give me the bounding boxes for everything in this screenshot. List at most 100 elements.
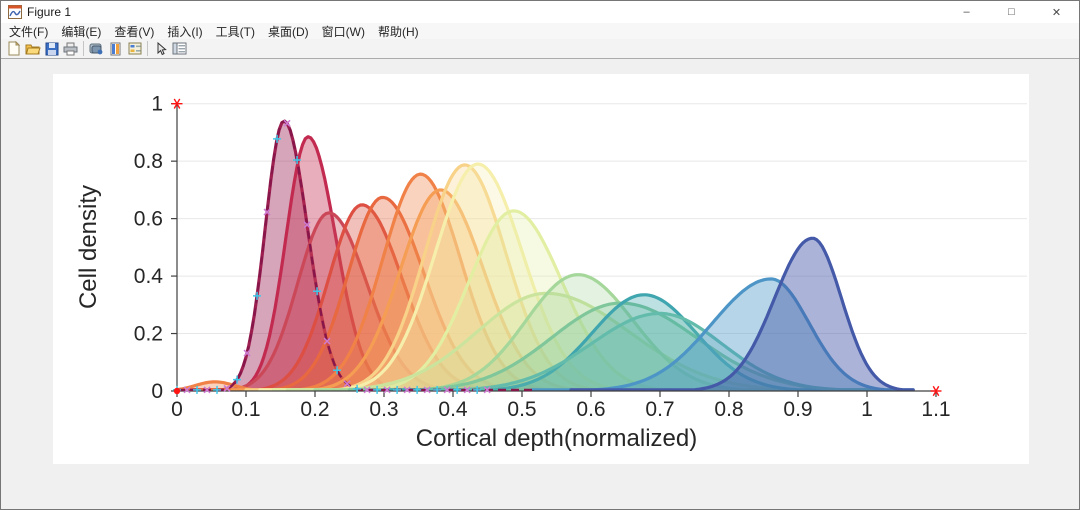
insert-colorbar-icon[interactable] [106,40,125,57]
print-figure-icon[interactable] [61,40,80,57]
link-plot-icon[interactable] [87,40,106,57]
curve-11-line [285,291,800,392]
y-axis-label: Cell density [75,185,102,309]
y-tick-label: 1 [151,93,163,116]
curve-10-fill [273,210,743,391]
plus-marker [373,385,382,394]
curve-16-fill [532,279,916,391]
close-button[interactable]: ✕ [1051,6,1062,19]
figure-canvas: 0 0.1 0.2 0.3 0.4 0.5 0.6 0.7 0.8 0.9 1 1.1 0 0.2 0.4 0… [1,59,1079,509]
menu-desktop[interactable]: 桌面(D) [267,24,309,39]
x-axis-label: Cortical depth(normalized) [416,425,697,452]
curve-4-fill [197,204,591,391]
plus-marker [333,366,342,375]
x-tick-label: 1 [861,398,873,421]
x-tick-label: 0.8 [714,398,743,421]
curve-6-fill [177,174,626,391]
x-tick-label: 0.1 [231,398,260,421]
maximize-button[interactable]: □ [1008,6,1015,18]
menu-file[interactable]: 文件(F) [9,24,49,39]
asterisk-marker [173,98,181,109]
curve-7-fill [232,190,647,391]
plus-marker [233,375,242,384]
plus-marker [413,385,422,394]
cross-marker [343,380,351,388]
property-inspector-icon[interactable] [170,40,189,57]
menu-window[interactable]: 窗口(W) [321,24,365,39]
toolbar-separator [83,41,84,56]
cross-marker [263,208,271,216]
cross-marker [283,119,291,127]
curve-17-line [569,236,915,392]
title-bar[interactable]: Figure 1 – □ ✕ [1,1,1079,23]
curve-8-fill [246,164,674,391]
open-file-icon[interactable] [23,40,42,57]
menu-bar: 文件(F) 编辑(E) 查看(V) 插入(I) 工具(T) 桌面(D) 窗口(W… [1,23,1079,39]
save-figure-icon[interactable] [42,40,61,57]
curve-17-fill [571,238,916,391]
x-tick-label: 0.5 [507,398,536,421]
insert-legend-icon[interactable] [125,40,144,57]
x-tick-label: 0.6 [576,398,605,421]
y-tick-label: 0 [151,380,163,403]
cross-marker [463,386,471,394]
cross-marker [383,386,391,394]
figure-toolbar [1,39,1079,59]
cross-marker [483,386,491,394]
menu-edit[interactable]: 编辑(E) [61,24,102,39]
plus-marker [353,384,362,393]
cross-marker [403,386,411,394]
cross-marker [443,386,451,394]
minimize-button[interactable]: – [963,6,970,18]
new-figure-icon[interactable] [4,40,23,57]
menu-help[interactable]: 帮助(H) [377,24,419,39]
y-tick-label: 0.2 [134,323,163,346]
x-tick-label: 0.4 [438,398,468,421]
cross-marker [423,386,431,394]
curve-12-fill [315,274,833,391]
x-tick-label: 0.2 [300,398,329,421]
x-tick-label: 1.1 [921,398,950,421]
toolbar-separator [147,41,148,56]
edit-plot-icon[interactable] [151,40,170,57]
plus-marker [213,385,222,394]
plus-marker [393,385,402,394]
origin-dot-marker [173,387,181,395]
cross-marker [223,384,231,392]
curve-15-fill [418,313,902,391]
curve-5-fill [204,197,605,391]
x-tick-label: 0.3 [369,398,398,421]
plus-marker [453,385,462,394]
matlab-figure-icon [8,5,22,19]
cross-marker [203,386,211,394]
plus-marker [193,385,202,394]
y-tick-label: 0.6 [134,208,163,231]
curve-3-fill [190,212,578,391]
curve-15-line [416,311,904,392]
menu-insert[interactable]: 插入(I) [167,24,203,39]
curve-9-fill [259,164,716,391]
curve-2-fill [183,136,557,391]
density-plot[interactable]: 0 0.1 0.2 0.3 0.4 0.5 0.6 0.7 0.8 0.9 1 1.1 0 0.2 0.4 0… [53,74,1029,464]
asterisk-marker [932,385,940,397]
axes-panel: 0 0.1 0.2 0.3 0.4 0.5 0.6 0.7 0.8 0.9 1 1.1 0 0.2 0.4 0… [53,74,1029,464]
cross-marker [303,221,311,229]
plus-marker [473,385,482,394]
menu-view[interactable]: 查看(V) [114,24,155,39]
menu-tools[interactable]: 工具(T) [215,24,255,39]
x-tick-label: 0.7 [645,398,674,421]
plus-marker [433,385,442,394]
cross-marker [363,386,371,394]
plus-marker [293,155,302,164]
window-title: Figure 1 [27,5,72,19]
x-tick-label: 0.9 [783,398,812,421]
cross-marker [183,386,191,394]
x-tick-label: 0 [171,398,183,421]
plus-marker [253,291,262,300]
cross-marker [243,349,251,357]
cross-marker [323,337,331,345]
y-tick-label: 0.4 [134,265,164,288]
curve-1-fill [177,121,536,391]
y-tick-label: 0.8 [134,150,163,173]
